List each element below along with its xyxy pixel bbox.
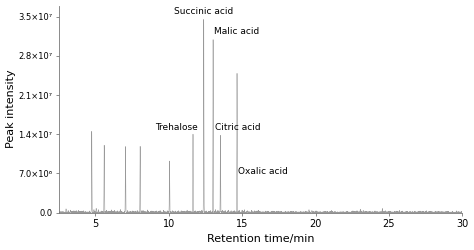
Text: Trehalose: Trehalose bbox=[155, 123, 198, 132]
Text: Citric acid: Citric acid bbox=[215, 123, 261, 132]
Text: Succinic acid: Succinic acid bbox=[173, 7, 233, 16]
Text: Malic acid: Malic acid bbox=[214, 27, 259, 36]
Text: Oxalic acid: Oxalic acid bbox=[238, 167, 288, 176]
Y-axis label: Peak intensity: Peak intensity bbox=[6, 70, 16, 148]
X-axis label: Retention time/min: Retention time/min bbox=[207, 234, 314, 244]
